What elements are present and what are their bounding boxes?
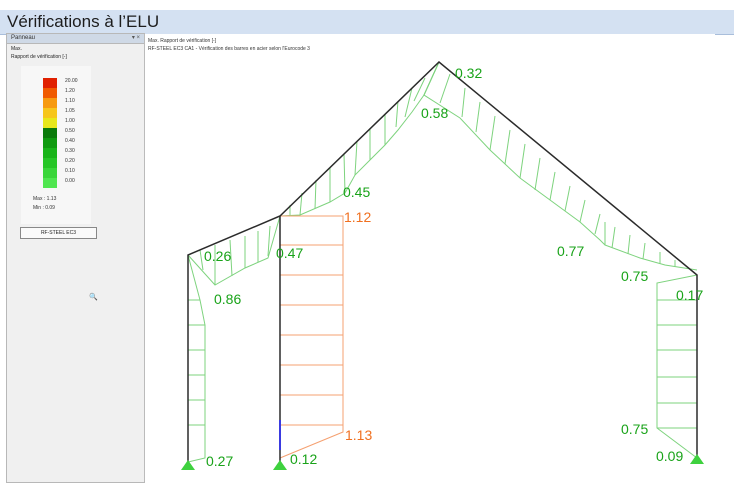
supports bbox=[181, 454, 704, 470]
max-stat: Max : 1.13 bbox=[33, 195, 56, 204]
right-roof-diagram bbox=[423, 61, 606, 246]
panel-subtitle-ratio: Rapport de vérification [-] bbox=[11, 54, 67, 60]
legend-value: 1.20 bbox=[65, 88, 75, 94]
legend-value: 1.10 bbox=[65, 98, 75, 104]
legend-value: 1.00 bbox=[65, 118, 75, 124]
label-0-27: 0.27 bbox=[206, 453, 233, 469]
support-middle[interactable] bbox=[273, 460, 287, 470]
panel-close-icon[interactable]: ▾ × bbox=[131, 35, 140, 41]
label-0-45: 0.45 bbox=[343, 184, 370, 200]
legend-value: 20.00 bbox=[65, 78, 78, 84]
middle-column-diagram bbox=[279, 215, 344, 459]
panel-subtitle-max: Max. bbox=[11, 46, 22, 52]
legend-stats: Max : 1.13 Min : 0.09 bbox=[33, 195, 56, 213]
label-0-86: 0.86 bbox=[214, 291, 241, 307]
color-legend: 20.00 1.20 1.10 1.05 1.00 0.50 0.40 0.30 0.20 0.1… bbox=[21, 66, 91, 224]
min-label: Min : bbox=[33, 205, 44, 211]
panel-header: Panneau ▾ × bbox=[7, 34, 144, 44]
label-0-47: 0.47 bbox=[276, 245, 303, 261]
label-0-26: 0.26 bbox=[204, 248, 231, 264]
legend-swatch bbox=[43, 178, 57, 188]
structure-canvas[interactable] bbox=[144, 34, 715, 481]
legend-swatch bbox=[43, 118, 57, 128]
label-0-32: 0.32 bbox=[455, 65, 482, 81]
support-right[interactable] bbox=[690, 454, 704, 464]
legend-value: 1.05 bbox=[65, 108, 75, 114]
magnifier-icon[interactable]: 🔍 bbox=[89, 294, 98, 301]
right-eave-diagram bbox=[604, 222, 698, 271]
min-value: 0.09 bbox=[45, 205, 55, 211]
legend-swatch bbox=[43, 88, 57, 98]
legend-swatch bbox=[43, 108, 57, 118]
legend-swatch bbox=[43, 168, 57, 178]
legend-swatch bbox=[43, 128, 57, 138]
label-0-75-bottom: 0.75 bbox=[621, 421, 648, 437]
support-left[interactable] bbox=[181, 460, 195, 470]
max-label: Max : bbox=[33, 196, 46, 202]
right-column-diagram bbox=[656, 274, 698, 459]
control-panel: Panneau ▾ × Max. Rapport de vérification… bbox=[6, 33, 145, 483]
legend-swatch bbox=[43, 158, 57, 168]
label-0-12: 0.12 bbox=[290, 451, 317, 467]
legend-value: 0.20 bbox=[65, 158, 75, 164]
left-column-diagram bbox=[187, 254, 206, 463]
legend-value: 0.50 bbox=[65, 128, 75, 134]
result-labels: 0.32 0.58 0.45 1.12 0.26 0.47 0.86 0.77 … bbox=[204, 65, 703, 469]
canvas-header-result: Max. Rapport de vérification [-] bbox=[148, 38, 217, 44]
legend-swatch bbox=[43, 78, 57, 88]
canvas-header-module: RF-STEEL EC3 CA1 - Vérification des barr… bbox=[148, 46, 310, 52]
max-value: 1.13 bbox=[46, 196, 57, 202]
label-0-75-top: 0.75 bbox=[621, 268, 648, 284]
label-1-13: 1.13 bbox=[345, 427, 372, 443]
left-annex-roof-diagram bbox=[187, 215, 281, 286]
window-title: Vérifications à l’ELU bbox=[7, 12, 160, 31]
label-1-12: 1.12 bbox=[344, 209, 371, 225]
label-0-77: 0.77 bbox=[557, 243, 584, 259]
min-stat: Min : 0.09 bbox=[33, 204, 56, 213]
legend-swatch bbox=[43, 148, 57, 158]
steel-frame bbox=[187, 60, 698, 462]
label-0-17: 0.17 bbox=[676, 287, 703, 303]
label-0-09: 0.09 bbox=[656, 448, 683, 464]
panel-title: Panneau bbox=[11, 35, 36, 41]
legend-value: 0.30 bbox=[65, 148, 75, 154]
legend-swatch bbox=[43, 138, 57, 148]
legend-value: 0.40 bbox=[65, 138, 75, 144]
label-0-58: 0.58 bbox=[421, 105, 448, 121]
legend-value: 0.10 bbox=[65, 168, 75, 174]
rf-steel-button[interactable]: RF-STEEL EC3 bbox=[20, 227, 97, 239]
legend-swatch bbox=[43, 98, 57, 108]
legend-value: 0.00 bbox=[65, 178, 75, 184]
